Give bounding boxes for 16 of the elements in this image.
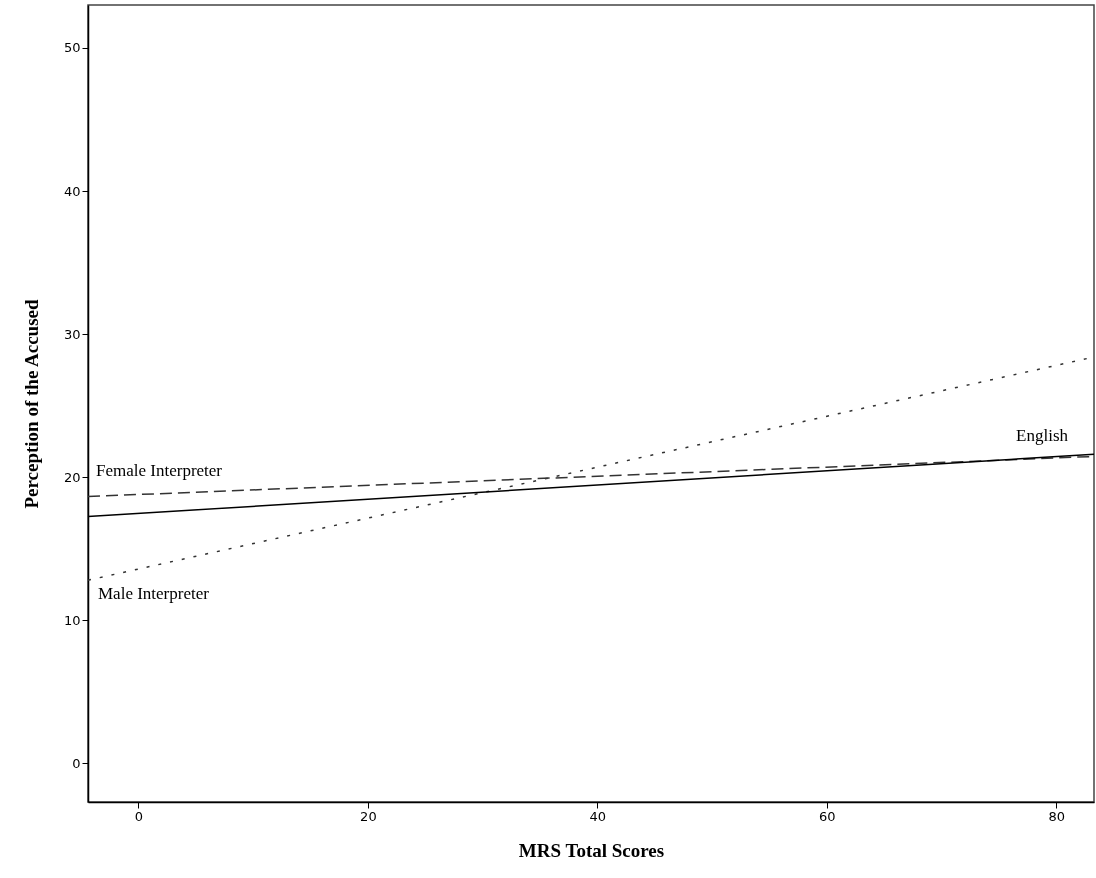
- y-tick-label: 10: [63, 612, 81, 628]
- y-tick-label: 0: [72, 755, 81, 771]
- x-axis-title: MRS Total Scores: [518, 839, 665, 861]
- x-tick-label: 40: [589, 808, 607, 824]
- y-tick-label: 40: [63, 183, 81, 199]
- x-tick-label: 0: [134, 808, 144, 824]
- series-label: Male Interpreter: [98, 584, 210, 604]
- series-label: English: [1016, 426, 1069, 446]
- y-tick-label: 20: [63, 469, 81, 485]
- y-tick-label: 30: [63, 326, 81, 342]
- y-axis-title: Perception of the Accused: [20, 299, 42, 509]
- series-label: Female Interpreter: [96, 460, 223, 480]
- x-tick-label: 60: [818, 808, 836, 824]
- x-tick-label: 80: [1048, 808, 1065, 824]
- y-tick-label: 50: [63, 40, 81, 56]
- x-tick-label: 20: [360, 808, 377, 824]
